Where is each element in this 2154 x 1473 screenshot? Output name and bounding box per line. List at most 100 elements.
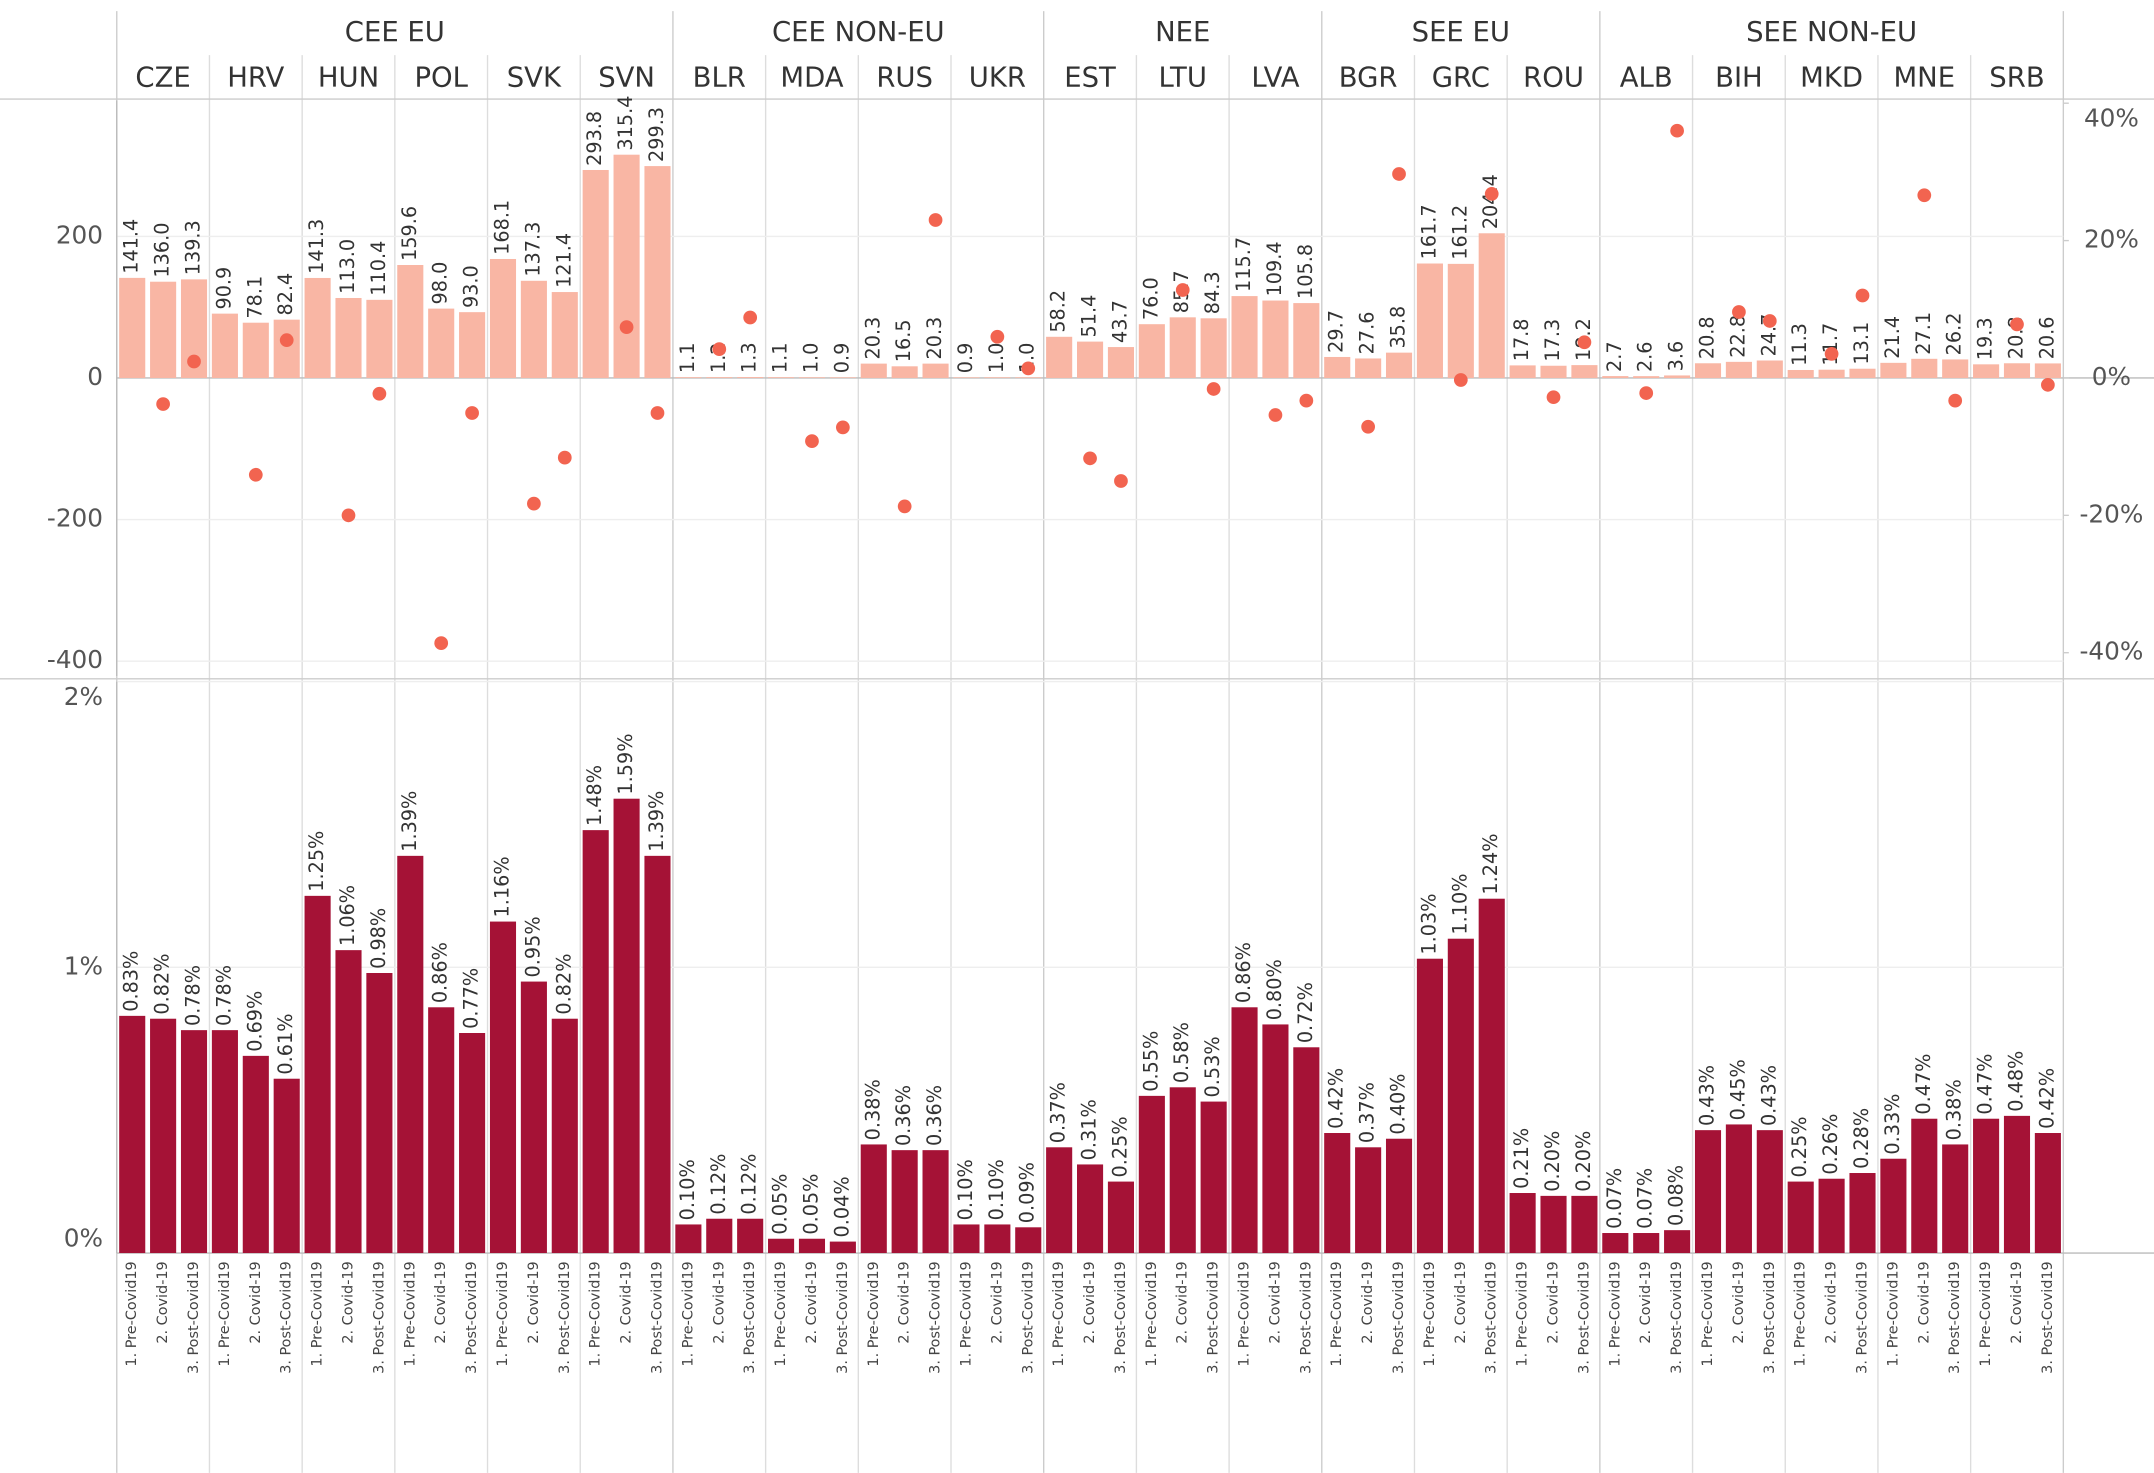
value-label: 3.6 xyxy=(1665,341,1688,372)
country-label: BGR xyxy=(1339,62,1398,93)
bar xyxy=(829,1241,856,1254)
bar xyxy=(242,1055,269,1254)
bar xyxy=(860,363,887,378)
period-label: 3. Post-Covid19 xyxy=(1854,1261,1870,1374)
dot xyxy=(1083,451,1097,466)
value-label: 0.31% xyxy=(1078,1099,1101,1160)
value-label: 0.61% xyxy=(274,1014,297,1075)
bar xyxy=(1911,358,1938,378)
value-label: 0.45% xyxy=(1726,1059,1749,1120)
value-label: 0.08% xyxy=(1665,1165,1688,1226)
y2-tick-label: 0% xyxy=(2092,362,2131,391)
dot xyxy=(1917,188,1932,203)
value-label: 58.2 xyxy=(1047,290,1070,333)
value-label: 0.83% xyxy=(120,951,143,1012)
bar xyxy=(304,895,331,1254)
period-label: 3. Post-Covid19 xyxy=(1669,1261,1685,1374)
value-label: 0.26% xyxy=(1819,1114,1842,1175)
dot xyxy=(1021,361,1036,376)
bar xyxy=(1571,365,1598,378)
country-label: SVN xyxy=(598,62,655,93)
value-label: 0.38% xyxy=(861,1079,884,1140)
value-label: 1.59% xyxy=(614,734,637,795)
value-label: 0.42% xyxy=(2035,1068,2058,1129)
bar xyxy=(366,973,393,1254)
country-label: MNE xyxy=(1893,62,1955,93)
country-label: MDA xyxy=(780,62,843,93)
period-label: 1. Pre-Covid19 xyxy=(1051,1261,1067,1366)
bar xyxy=(1633,376,1660,378)
dot xyxy=(2041,377,2055,392)
bar xyxy=(1942,1144,1969,1254)
bar xyxy=(1880,362,1907,378)
value-label: 13.1 xyxy=(1850,322,1873,365)
bar xyxy=(1509,365,1536,378)
dot xyxy=(805,434,819,449)
period-label: 3. Post-Covid19 xyxy=(1298,1261,1314,1374)
value-label: 0.10% xyxy=(954,1159,977,1220)
value-label: 0.9 xyxy=(954,343,977,374)
period-label: 1. Pre-Covid19 xyxy=(1793,1261,1809,1366)
bar xyxy=(1262,300,1289,378)
y2-tick-label: 20% xyxy=(2084,225,2139,254)
value-label: 1.1 xyxy=(676,343,699,374)
value-label: 11.3 xyxy=(1788,323,1811,366)
country-label: LTU xyxy=(1159,62,1207,93)
period-label: 2. Covid-19 xyxy=(1267,1261,1283,1343)
value-label: 0.10% xyxy=(985,1159,1008,1220)
country-label: MKD xyxy=(1800,62,1863,93)
period-label: 1. Pre-Covid19 xyxy=(310,1261,326,1366)
value-label: 0.20% xyxy=(1572,1131,1595,1192)
dot xyxy=(1546,390,1561,405)
bar xyxy=(1694,1130,1722,1254)
period-label: 2. Covid-19 xyxy=(1175,1261,1191,1343)
period-label: 2. Covid-19 xyxy=(248,1261,264,1343)
bar xyxy=(1602,376,1629,378)
value-label: 0.37% xyxy=(1047,1082,1070,1143)
value-label: 26.2 xyxy=(1943,313,1966,356)
value-label: 0.82% xyxy=(552,954,575,1015)
country-label: BIH xyxy=(1715,62,1763,93)
period-label: 2. Covid-19 xyxy=(1824,1261,1840,1343)
bar xyxy=(891,366,918,378)
y-tick-label: 2% xyxy=(64,682,103,711)
value-label: 161.7 xyxy=(1417,204,1440,259)
bar xyxy=(922,363,949,378)
y-tick-label: 1% xyxy=(64,951,103,980)
dot xyxy=(527,496,541,511)
bar xyxy=(768,377,795,378)
value-label: 1.0 xyxy=(985,343,1008,374)
country-label: HUN xyxy=(318,62,379,93)
dot xyxy=(465,406,479,420)
bar xyxy=(335,297,362,378)
period-label: 3. Post-Covid19 xyxy=(1947,1261,1963,1374)
value-label: 1.0 xyxy=(799,343,822,374)
bar xyxy=(706,377,733,378)
bar xyxy=(150,281,177,378)
dot xyxy=(557,450,572,465)
value-label: 0.53% xyxy=(1201,1036,1224,1097)
bar xyxy=(1077,1164,1104,1254)
period-label: 1. Pre-Covid19 xyxy=(1885,1261,1901,1366)
period-label: 1. Pre-Covid19 xyxy=(1515,1261,1531,1366)
group-label: CEE EU xyxy=(345,17,445,48)
period-label: 2. Covid-19 xyxy=(989,1261,1005,1343)
value-label: 1.03% xyxy=(1417,894,1440,955)
bar xyxy=(1849,1173,1876,1254)
bar xyxy=(1664,375,1691,378)
value-label: 0.47% xyxy=(1974,1054,1997,1115)
group-label: CEE NON-EU xyxy=(772,17,945,48)
dot xyxy=(835,420,850,435)
dot xyxy=(187,354,201,369)
bar xyxy=(1880,1158,1907,1254)
dot xyxy=(1732,305,1746,319)
bar xyxy=(1540,1195,1567,1254)
value-label: 22.8 xyxy=(1726,315,1749,358)
value-label: 0.20% xyxy=(1541,1131,1564,1192)
period-label: 2. Covid-19 xyxy=(526,1261,542,1343)
bar xyxy=(613,798,640,1254)
bar xyxy=(1478,898,1505,1254)
bar xyxy=(366,299,393,378)
grid-layer xyxy=(0,11,2154,1473)
